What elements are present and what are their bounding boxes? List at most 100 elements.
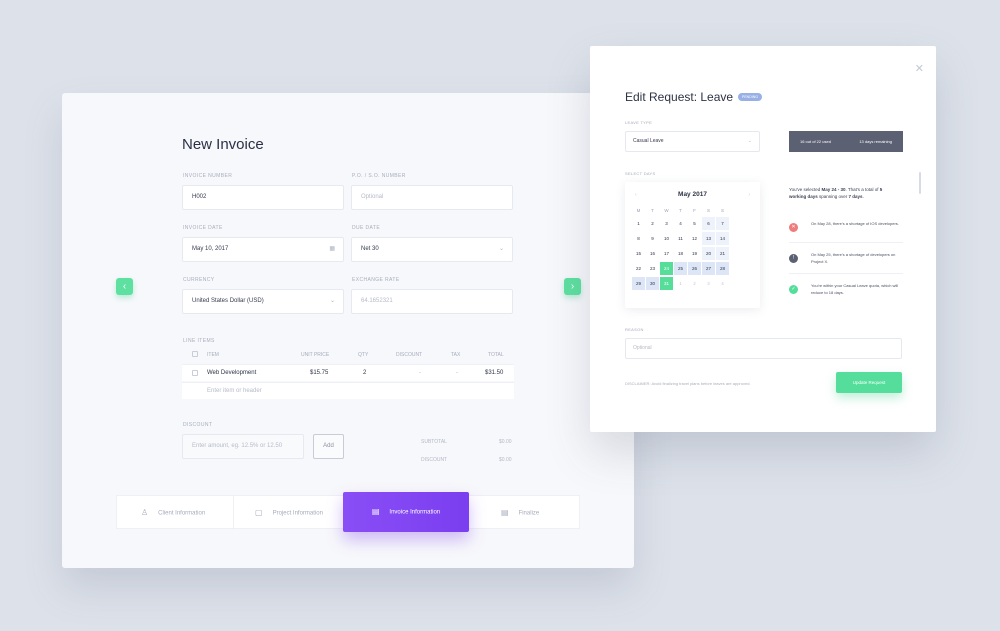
invoice-date-label: INVOICE DATE	[183, 225, 223, 231]
select-all-checkbox[interactable]	[192, 351, 198, 357]
chevron-down-icon: ⌄	[329, 298, 335, 304]
calendar-day[interactable]: 2	[651, 221, 654, 226]
cell-tax: -	[456, 370, 458, 376]
col-qty: QTY	[358, 352, 369, 358]
currency-select[interactable]: United States Dollar (USD) ⌄	[182, 289, 344, 314]
next-arrow-button[interactable]: ›	[564, 278, 581, 295]
notice-text: On May 25, there's a shortage of develop…	[811, 252, 896, 264]
selection-info: You've selected May 24 - 30. That's a to…	[789, 186, 899, 200]
leave-balance-bar: 16 out of 22 used 13 days remaining	[789, 131, 903, 152]
add-discount-button[interactable]: Add	[313, 434, 344, 459]
notice-item: ✕ On May 28, there's a shortage of IOS d…	[789, 215, 903, 243]
leave-type-label: LEAVE TYPE	[625, 120, 653, 125]
calendar-day[interactable]: 5	[693, 221, 696, 226]
calendar-day[interactable]: 17	[663, 251, 669, 256]
calendar-day[interactable]: 10	[663, 236, 669, 241]
calendar-weekday: W	[664, 208, 669, 213]
calendar-weekday: S	[706, 208, 710, 213]
calendar-day[interactable]: 11	[678, 236, 683, 241]
calendar-day[interactable]: 3	[665, 221, 668, 226]
prev-arrow-button[interactable]: ‹	[116, 278, 133, 295]
calendar-day[interactable]: 9	[651, 236, 654, 241]
calendar-day[interactable]: 4	[679, 221, 682, 226]
step-label: Invoice Information	[389, 509, 441, 516]
divider	[233, 496, 234, 530]
calendar-day[interactable]: 30	[646, 277, 659, 290]
col-discount: DISCOUNT	[396, 352, 423, 358]
calendar-day[interactable]: 4	[721, 281, 724, 286]
invoice-date-field[interactable]: May 10, 2017 ▦	[182, 237, 344, 262]
reason-input[interactable]: Optional	[625, 338, 902, 359]
exchange-rate-field[interactable]: 64.1652321	[351, 289, 513, 314]
calendar-day[interactable]: 19	[691, 251, 697, 256]
calendar-day[interactable]: 29	[632, 277, 645, 290]
scrollbar[interactable]	[919, 172, 921, 194]
calendar-day[interactable]: 20	[702, 247, 715, 260]
row-checkbox[interactable]	[192, 370, 198, 376]
page-title: New Invoice	[182, 136, 264, 153]
due-date-label: DUE DATE	[352, 225, 381, 231]
reason-label: REASON	[625, 327, 644, 332]
calendar-day[interactable]: 12	[691, 236, 697, 241]
calendar-day[interactable]: 3	[707, 281, 710, 286]
invoice-card: ‹ › New Invoice INVOICE NUMBER H002 P.O.…	[62, 93, 634, 568]
calendar-day[interactable]: 27	[702, 262, 715, 275]
calendar-day[interactable]: 13	[702, 232, 715, 245]
new-item-input[interactable]: Enter item or header	[207, 388, 262, 394]
close-icon[interactable]: ✕	[914, 63, 924, 75]
calendar-next-icon[interactable]: ›	[748, 192, 750, 198]
info-days: 5 working days	[789, 187, 883, 199]
invoice-icon: ▤	[371, 507, 380, 516]
po-number-label: P.O. / S.O. NUMBER	[352, 173, 406, 179]
due-date-select[interactable]: Net 30 ⌄	[351, 237, 513, 262]
warning-icon: ✕	[789, 223, 798, 232]
calendar-weekday: T	[679, 208, 682, 213]
cell-unit-price: $15.75	[310, 370, 329, 376]
calendar-day[interactable]: 15	[635, 251, 641, 256]
calendar-day[interactable]: 26	[688, 262, 701, 275]
calendar-day[interactable]: 14	[716, 232, 729, 245]
calendar-day[interactable]: 31	[660, 277, 673, 290]
currency-label: CURRENCY	[183, 277, 215, 283]
leave-type-select[interactable]: Casual Leave ⌄	[625, 131, 760, 152]
calendar-day[interactable]: 25	[674, 262, 687, 275]
calendar-day[interactable]: 2	[693, 281, 696, 286]
step-project-information[interactable]: ▢ Project Information	[255, 496, 355, 530]
calendar-day[interactable]: 23	[649, 266, 655, 271]
invoice-number-field[interactable]: H002	[182, 185, 344, 210]
notice-text: On May 28, there's a shortage of IOS dev…	[811, 221, 899, 226]
new-item-row[interactable]: Enter item or header	[182, 382, 514, 399]
discount-input[interactable]: Enter amount, eg. 12.5% or 12.50	[182, 434, 304, 459]
calendar-day[interactable]: 22	[635, 266, 641, 271]
calendar-day[interactable]: 6	[702, 217, 715, 230]
calendar-day[interactable]: 16	[649, 251, 655, 256]
exchange-rate-label: EXCHANGE RATE	[352, 277, 400, 283]
step-finalize[interactable]: ▤ Finalize	[501, 496, 571, 530]
col-unit-price: UNIT PRICE	[301, 352, 330, 358]
check-doc-icon: ▤	[501, 508, 509, 517]
calendar-day[interactable]: 1	[679, 281, 682, 286]
calendar-icon[interactable]: ▦	[329, 246, 335, 252]
calendar-day[interactable]: 24	[660, 262, 673, 275]
calendar-prev-icon[interactable]: ‹	[635, 192, 637, 198]
calendar-day[interactable]: 18	[677, 251, 683, 256]
po-number-field[interactable]: Optional	[351, 185, 513, 210]
notice-item: ✓ You're within your Casual Leave quota,…	[789, 277, 903, 305]
update-request-button[interactable]: Update Request	[836, 372, 902, 393]
calendar-weekday: F	[693, 208, 696, 213]
currency-value: United States Dollar (USD)	[192, 298, 264, 304]
calendar-day[interactable]: 21	[716, 247, 729, 260]
calendar-day[interactable]: 7	[716, 217, 729, 230]
disclaimer-text: DISCLAIMER: Avoid finalizing travel plan…	[625, 381, 751, 386]
calendar-day[interactable]: 1	[637, 221, 640, 226]
step-invoice-information[interactable]: ▤ Invoice Information	[343, 492, 469, 532]
table-row[interactable]: Web Development $15.75 2 - - $31.50	[182, 364, 514, 381]
step-client-information[interactable]: ♙ Client Information	[141, 496, 233, 530]
cell-total: $31.50	[485, 370, 504, 376]
calendar-day[interactable]: 8	[637, 236, 640, 241]
info-text: . That's a total of	[845, 187, 880, 192]
col-tax: TAX	[451, 352, 461, 358]
calendar-day[interactable]: 28	[716, 262, 729, 275]
subtotal-label: SUBTOTAL	[421, 439, 447, 445]
folder-icon: ▢	[255, 508, 263, 517]
